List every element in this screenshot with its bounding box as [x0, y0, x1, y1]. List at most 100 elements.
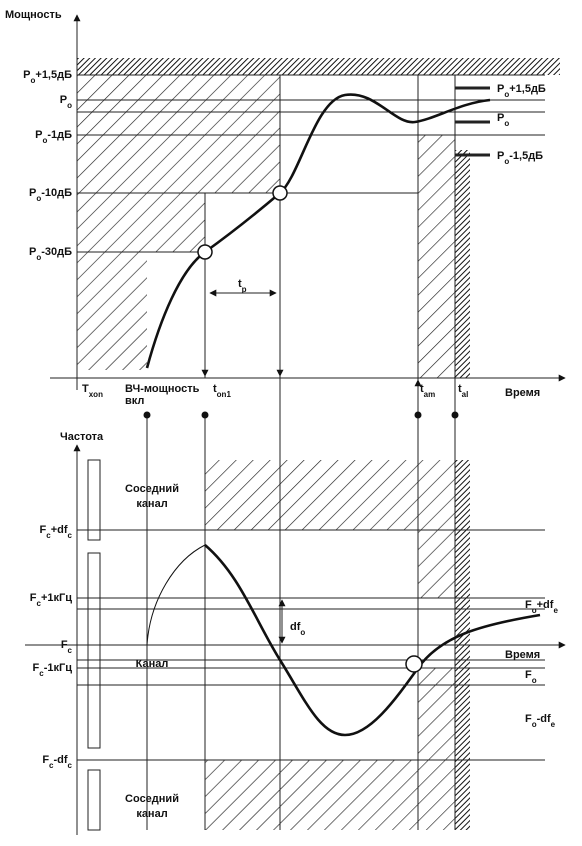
label-part: T — [82, 383, 89, 395]
label: Fc — [61, 639, 73, 655]
label-subscript: р — [242, 285, 247, 294]
label-part: канал — [136, 498, 167, 510]
label-part: t — [420, 383, 424, 395]
label-subscript: o — [532, 720, 537, 729]
label-subscript: o — [504, 90, 509, 99]
label-part: P — [497, 83, 504, 95]
label: Fo — [525, 669, 537, 685]
label-part: F — [61, 639, 68, 651]
label-part: ВЧ-мощность — [125, 383, 200, 395]
label-subscript: c — [37, 599, 42, 608]
label: tal — [458, 383, 468, 399]
label-subscript: o — [532, 606, 537, 615]
axis-label: Частота — [60, 431, 104, 443]
label-part: F — [525, 669, 532, 681]
label-subscript: am — [424, 390, 436, 399]
axis-label: Мощность — [5, 9, 62, 21]
label: Fc-dfc — [42, 754, 72, 770]
label-part: -df — [537, 713, 551, 725]
label-part: -1,5дБ — [509, 150, 543, 162]
label-subscript: e — [553, 606, 558, 615]
axis-label: Время — [505, 387, 540, 399]
label-part: F — [525, 599, 532, 611]
label-part: Соседний — [125, 793, 179, 805]
label: Po+1,5дБ — [23, 69, 72, 85]
curves — [143, 93, 541, 737]
label: ВЧ-мощность — [125, 383, 200, 395]
label: Соседний — [125, 793, 179, 805]
label-part: +df — [537, 599, 554, 611]
label-part: +df — [51, 524, 68, 536]
label-subscript: o — [36, 194, 41, 203]
label: Po-1дБ — [35, 129, 72, 145]
label-subscript: c — [68, 531, 73, 540]
label: Po — [60, 94, 72, 110]
label: Fo+dfe — [525, 599, 558, 615]
label-part: +1кГц — [41, 592, 72, 604]
label-subscript: o — [31, 76, 36, 85]
label-part: -1кГц — [44, 662, 73, 674]
label: вкл — [125, 395, 144, 407]
label-part: канал — [136, 808, 167, 820]
label-subscript: c — [46, 531, 51, 540]
label-part: F — [33, 662, 40, 674]
label-subscript: on1 — [217, 390, 232, 399]
label: канал — [136, 808, 167, 820]
label-subscript: o — [42, 136, 47, 145]
label-part: P — [23, 69, 30, 81]
label-part: F — [42, 754, 49, 766]
label: Fc+dfc — [40, 524, 73, 540]
label-part: -10дБ — [41, 187, 72, 199]
label-part: -df — [54, 754, 68, 766]
label-part: P — [497, 112, 504, 124]
label-part: F — [40, 524, 47, 536]
label: dfo — [290, 621, 305, 637]
label-part: P — [29, 246, 36, 258]
label: Po-10дБ — [29, 187, 72, 203]
label-subscript: o — [36, 253, 41, 262]
label-subscript: c — [49, 761, 54, 770]
axes — [25, 14, 566, 835]
label: Fc+1кГц — [30, 592, 72, 608]
label-part: P — [60, 94, 67, 106]
label: Txon — [82, 383, 103, 399]
label-part: -30дБ — [41, 246, 72, 258]
label: Po+1,5дБ — [497, 83, 546, 99]
label-part: P — [497, 150, 504, 162]
label-subscript: o — [532, 676, 537, 685]
label: канал — [136, 498, 167, 510]
label-subscript: c — [39, 669, 44, 678]
label-part: t — [238, 278, 242, 290]
label: Канал — [136, 658, 169, 670]
label-part: F — [525, 713, 532, 725]
label-subscript: o — [67, 101, 72, 110]
axis-label: Время — [505, 649, 540, 661]
label: Соседний — [125, 483, 179, 495]
label-part: +1,5дБ — [509, 83, 546, 95]
label: Fc-1кГц — [33, 662, 73, 678]
label: tр — [238, 278, 247, 294]
label-subscript: o — [504, 119, 509, 128]
label-part: -1дБ — [47, 129, 72, 141]
label: tam — [420, 383, 435, 399]
label-part: вкл — [125, 395, 144, 407]
hatching — [77, 58, 560, 830]
label: Po-1,5дБ — [497, 150, 543, 166]
label: Po — [497, 112, 509, 128]
label-subscript: xon — [89, 390, 103, 399]
label-part: F — [30, 592, 37, 604]
label: Fo-dfe — [525, 713, 556, 729]
label-part: Канал — [136, 658, 169, 670]
label-part: P — [35, 129, 42, 141]
label-part: P — [29, 187, 36, 199]
label-part: +1,5дБ — [35, 69, 72, 81]
label-subscript: e — [551, 720, 556, 729]
label-part: df — [290, 621, 301, 633]
label-part: t — [458, 383, 462, 395]
label: Po-30дБ — [29, 246, 72, 262]
label-subscript: c — [68, 646, 73, 655]
label: ton1 — [213, 383, 231, 399]
label-part: t — [213, 383, 217, 395]
label-subscript: o — [300, 628, 305, 637]
